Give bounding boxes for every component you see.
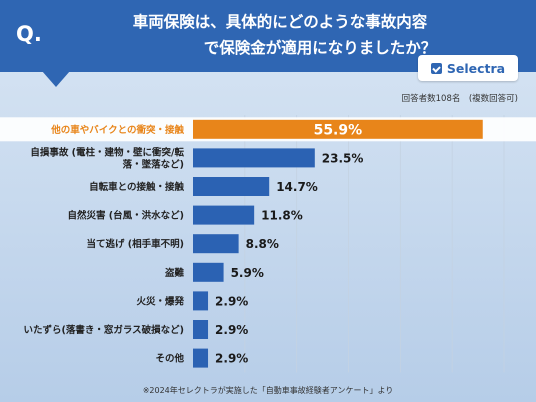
value-label: 23.5% — [322, 151, 364, 165]
footnote: ※2024年セレクトラが実施した「自動車事故経験者アンケート」より — [142, 386, 394, 395]
value-label: 14.7% — [276, 180, 318, 194]
header-pointer — [42, 71, 70, 87]
value-label: 11.8% — [261, 209, 303, 223]
bar — [193, 205, 255, 225]
bar — [193, 348, 209, 368]
selectra-logo: Selectra — [418, 55, 518, 81]
logo-text: Selectra — [446, 60, 506, 76]
respondents-note: 回答者数108名 (複数回答可) — [401, 94, 518, 104]
question-title-line-1: 車両保険は、具体的にどのような事故内容 — [132, 13, 428, 31]
category-label: 自損事故 (電柱・建物・壁に衝突/転落・墜落など) — [30, 146, 184, 170]
category-label: 盗難 — [165, 267, 185, 279]
question-mark-label: Q. — [16, 22, 42, 46]
bar — [193, 262, 224, 282]
question-title-line-2: で保険金が適用になりましたか？ — [203, 39, 437, 57]
bar — [193, 148, 315, 168]
value-label: 5.9% — [231, 266, 264, 280]
question-title: 車両保険は、具体的にどのような事故内容 で保険金が適用になりましたか？ — [0, 9, 536, 61]
value-label: 2.9% — [215, 352, 248, 366]
check-icon — [430, 62, 442, 74]
category-label: 火災・爆発 — [136, 295, 184, 307]
value-label: 55.9% — [314, 122, 363, 138]
category-label: 自然災害 (台風・洪水など) — [68, 210, 185, 222]
category-label: 自転車との接触・接触 — [89, 181, 184, 193]
category-label: その他 — [155, 353, 184, 365]
value-label: 8.8% — [246, 237, 279, 251]
value-label: 2.9% — [215, 323, 248, 337]
bar — [193, 177, 270, 196]
bar — [193, 119, 483, 139]
category-label: いたずら(落書き・窓ガラス破損など) — [24, 324, 185, 336]
bar — [193, 234, 239, 254]
category-label: 他の車やバイクとの衝突・接触 — [50, 124, 184, 136]
category-label: 当て逃げ (相手車不明) — [87, 238, 185, 250]
bar — [193, 291, 209, 311]
value-label: 2.9% — [215, 294, 248, 308]
bar — [193, 320, 209, 339]
